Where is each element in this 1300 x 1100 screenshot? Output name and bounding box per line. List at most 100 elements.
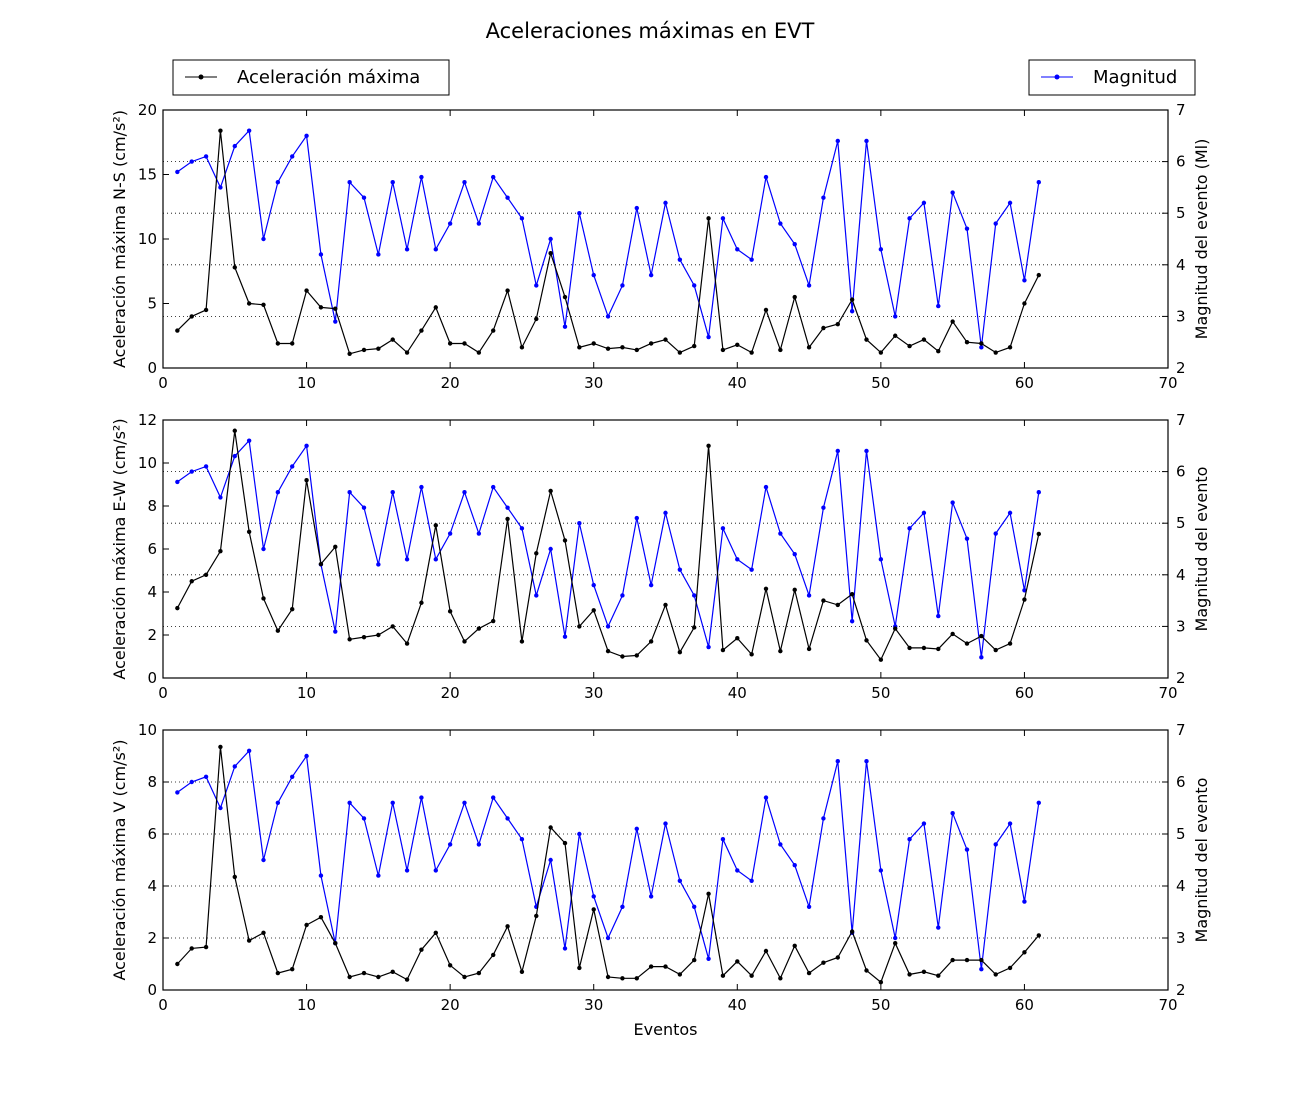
magnitude-point — [864, 138, 869, 144]
acceleration-point — [347, 351, 352, 357]
acceleration-point — [261, 596, 266, 601]
acceleration-point — [605, 648, 611, 654]
magnitude-point — [390, 800, 395, 805]
acceleration-point — [663, 337, 668, 342]
magnitude-point — [735, 557, 740, 562]
magnitude-point — [534, 593, 539, 598]
chart-title: Aceleraciones máximas en EVT — [486, 19, 815, 43]
y-tick-label: 12 — [138, 411, 157, 429]
magnitude-point — [390, 180, 395, 185]
magnitude-point — [261, 546, 266, 552]
acceleration-point — [778, 648, 783, 654]
y-tick-label: 4 — [147, 583, 157, 601]
acceleration-point — [778, 347, 783, 353]
acceleration-line — [176, 130, 1040, 355]
magnitude-point — [462, 490, 467, 495]
acceleration-point — [778, 976, 783, 981]
acceleration-point — [634, 347, 639, 353]
acceleration-point — [290, 607, 295, 612]
magnitude-point — [1022, 588, 1027, 593]
magnitude-point — [979, 345, 984, 350]
x-tick-label: 40 — [728, 374, 747, 392]
magnitude-point — [663, 510, 668, 516]
magnitude-point — [447, 531, 453, 536]
y-right-tick-label: 5 — [1176, 204, 1186, 222]
acceleration-point — [663, 964, 668, 969]
x-tick-label: 60 — [1015, 996, 1034, 1014]
magnitude-point — [964, 536, 970, 541]
acceleration-point — [476, 350, 482, 355]
magnitude-point — [519, 837, 525, 842]
magnitude-point — [763, 174, 769, 180]
magnitude-point — [591, 582, 596, 588]
panel-n-s: 0 10 20 30 40 50 60 70 0 5 10 15 20 2 3 4 5 6 7 Aceleración… — [110, 101, 1211, 392]
magnitude-point — [921, 200, 927, 206]
magnitude-point — [1007, 200, 1013, 206]
x-tick-label: 10 — [297, 684, 316, 702]
magnitude-point — [275, 180, 281, 185]
magnitude-point — [735, 247, 740, 252]
acceleration-point — [878, 980, 884, 985]
x-tick-label: 40 — [728, 996, 747, 1014]
magnitude-point — [189, 469, 194, 474]
magnitude-point — [175, 169, 180, 175]
magnitude-point — [878, 868, 884, 873]
y-right-tick-label: 6 — [1176, 153, 1186, 171]
magnitude-point — [404, 557, 410, 562]
magnitude-point — [993, 842, 998, 847]
acceleration-point — [936, 646, 941, 652]
acceleration-point — [878, 657, 884, 662]
legend-acceleration: Aceleración máxima — [172, 59, 450, 96]
acceleration-point — [893, 941, 898, 946]
acceleration-point — [347, 637, 352, 642]
acceleration-point — [246, 301, 252, 306]
magnitude-point — [591, 272, 596, 278]
magnitude-point — [304, 443, 309, 448]
magnitude-point — [447, 221, 453, 226]
plot-frame — [162, 729, 1169, 991]
y-right-tick-label: 3 — [1176, 929, 1186, 947]
x-tick-label: 70 — [1158, 374, 1177, 392]
magnitude-point — [692, 593, 697, 598]
magnitude-point — [806, 904, 812, 909]
magnitude-point — [318, 252, 324, 257]
acceleration-point — [491, 952, 496, 958]
y-right-tick-label: 7 — [1176, 101, 1186, 119]
acceleration-point — [304, 922, 309, 928]
acceleration-point — [993, 647, 998, 653]
y-right-tick-label: 6 — [1176, 773, 1186, 791]
acceleration-point — [290, 967, 295, 972]
magnitude-point — [376, 252, 381, 257]
magnitude-point — [189, 779, 194, 785]
acceleration-point — [577, 624, 582, 629]
y-right-tick-label: 3 — [1176, 307, 1186, 325]
magnitude-point — [792, 241, 797, 247]
acceleration-point — [950, 319, 955, 324]
magnitude-point — [936, 925, 941, 930]
magnitude-point — [993, 221, 998, 226]
magnitude-point — [1007, 510, 1013, 516]
magnitude-point — [835, 759, 840, 764]
magnitude-point — [577, 831, 582, 837]
magnitude-point — [763, 795, 769, 800]
acceleration-point — [361, 347, 367, 353]
magnitude-point — [491, 795, 496, 800]
acceleration-point — [447, 963, 453, 968]
y-tick-label: 6 — [147, 825, 157, 843]
magnitude-point — [692, 283, 697, 288]
legend-magnitude-label: Magnitud — [1093, 67, 1177, 88]
x-tick-label: 20 — [441, 684, 460, 702]
magnitude-point — [950, 190, 955, 195]
magnitude-point — [706, 334, 711, 340]
magnitude-point — [720, 216, 726, 221]
acceleration-point — [763, 948, 769, 954]
acceleration-point — [275, 341, 281, 346]
acceleration-point — [993, 350, 998, 355]
acceleration-point — [864, 638, 869, 643]
magnitude-point — [275, 800, 281, 805]
magnitude-point — [505, 816, 510, 821]
magnitude-point — [1036, 180, 1041, 185]
magnitude-point — [749, 878, 754, 883]
magnitude-point — [246, 748, 252, 753]
acceleration-point — [433, 930, 438, 935]
